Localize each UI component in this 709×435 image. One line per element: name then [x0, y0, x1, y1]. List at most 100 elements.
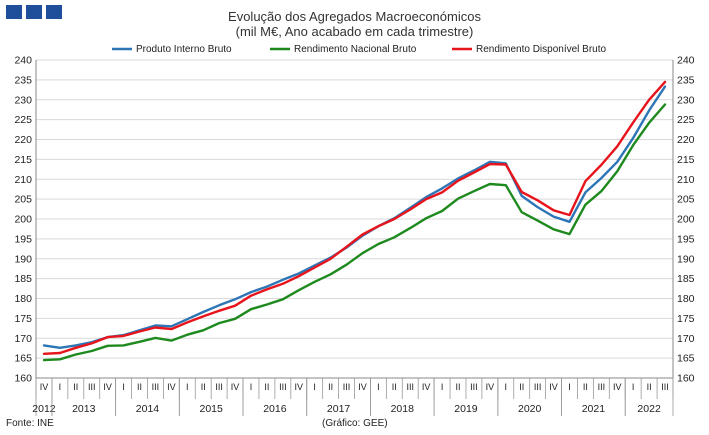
y-tick-label-left: 235 — [14, 74, 32, 86]
y-tick-label-right: 175 — [677, 313, 695, 325]
quarter-label: II — [137, 382, 142, 392]
series-line — [42, 103, 667, 362]
quarter-label: I — [441, 382, 444, 392]
y-tick-label-left: 185 — [14, 273, 32, 285]
y-tick-label-right: 170 — [677, 333, 695, 345]
quarter-label: II — [201, 382, 206, 392]
y-tick-label-right: 220 — [677, 134, 695, 146]
quarter-label: II — [647, 382, 652, 392]
quarter-label: I — [632, 382, 635, 392]
quarter-label: IV — [613, 382, 622, 392]
y-tick-label-left: 215 — [14, 154, 32, 166]
quarter-label: II — [456, 382, 461, 392]
chart-title: Evolução dos Agregados Macroeconómicos — [228, 9, 481, 24]
legend-label: Rendimento Disponível Bruto — [476, 44, 607, 55]
y-tick-label-right: 180 — [677, 293, 695, 305]
quarter-label: IV — [549, 382, 558, 392]
credit-note: (Gráfico: GEE) — [322, 418, 388, 429]
quarter-label: IV — [40, 382, 49, 392]
quarter-label: III — [470, 382, 478, 392]
quarter-label: III — [598, 382, 606, 392]
brand-square — [46, 5, 62, 19]
legend-label: Produto Interno Bruto — [136, 44, 232, 55]
quarter-label: I — [505, 382, 508, 392]
y-tick-label-left: 160 — [14, 373, 32, 385]
quarter-label: IV — [167, 382, 176, 392]
source-note: Fonte: INE — [6, 418, 54, 429]
quarter-label: I — [568, 382, 571, 392]
y-tick-label-right: 165 — [677, 353, 695, 365]
quarter-label: II — [392, 382, 397, 392]
y-tick-label-right: 215 — [677, 154, 695, 166]
quarter-label: II — [519, 382, 524, 392]
quarter-label: II — [583, 382, 588, 392]
year-label: 2015 — [199, 403, 223, 415]
quarter-label: IV — [422, 382, 431, 392]
quarter-label: II — [328, 382, 333, 392]
y-tick-label-right: 185 — [677, 273, 695, 285]
year-label: 2020 — [518, 403, 542, 415]
series-line — [42, 85, 667, 349]
year-label: 2013 — [72, 403, 96, 415]
quarter-label: III — [215, 382, 223, 392]
y-tick-label-left: 165 — [14, 353, 32, 365]
y-tick-label-left: 220 — [14, 134, 32, 146]
y-tick-label-right: 195 — [677, 233, 695, 245]
quarter-label: I — [122, 382, 125, 392]
quarter-label: II — [264, 382, 269, 392]
year-label: 2019 — [454, 403, 478, 415]
quarter-label: III — [152, 382, 160, 392]
quarter-label: III — [279, 382, 287, 392]
year-label: 2017 — [327, 403, 351, 415]
y-tick-label-left: 230 — [14, 94, 32, 106]
year-label: 2016 — [263, 403, 287, 415]
quarter-label: IV — [486, 382, 495, 392]
y-tick-label-right: 235 — [677, 74, 695, 86]
brand-square — [6, 5, 22, 19]
quarter-label: I — [377, 382, 380, 392]
y-tick-label-right: 230 — [677, 94, 695, 106]
y-tick-label-left: 170 — [14, 333, 32, 345]
y-tick-label-left: 225 — [14, 114, 32, 126]
y-tick-label-right: 210 — [677, 174, 695, 186]
legend-label: Rendimento Nacional Bruto — [294, 44, 417, 55]
y-tick-label-left: 190 — [14, 253, 32, 265]
year-label: 2012 — [32, 403, 56, 415]
quarter-label: I — [59, 382, 62, 392]
y-tick-label-left: 175 — [14, 313, 32, 325]
quarter-label: III — [534, 382, 542, 392]
y-tick-label-left: 200 — [14, 214, 32, 226]
quarter-label: III — [88, 382, 96, 392]
quarter-label: III — [343, 382, 351, 392]
quarter-label: III — [406, 382, 414, 392]
y-tick-label-right: 200 — [677, 214, 695, 226]
chart-subtitle: (mil M€, Ano acabado em cada trimestre) — [235, 24, 474, 39]
y-tick-label-left: 195 — [14, 233, 32, 245]
quarter-label: IV — [295, 382, 304, 392]
y-tick-label-right: 205 — [677, 194, 695, 206]
quarter-label: IV — [231, 382, 240, 392]
quarter-label: I — [313, 382, 316, 392]
y-tick-label-right: 240 — [677, 55, 695, 67]
year-label: 2014 — [136, 403, 160, 415]
y-tick-label-right: 190 — [677, 253, 695, 265]
quarter-label: III — [661, 382, 669, 392]
series-line — [42, 80, 667, 355]
y-tick-label-left: 180 — [14, 293, 32, 305]
quarter-label: II — [73, 382, 78, 392]
quarter-label: IV — [103, 382, 112, 392]
year-label: 2021 — [582, 403, 606, 415]
y-tick-label-right: 225 — [677, 114, 695, 126]
y-tick-label-left: 240 — [14, 55, 32, 67]
brand-square — [26, 5, 42, 19]
y-tick-label-left: 210 — [14, 174, 32, 186]
y-tick-label-right: 160 — [677, 373, 695, 385]
quarter-label: I — [186, 382, 189, 392]
year-label: 2022 — [637, 403, 661, 415]
year-label: 2018 — [391, 403, 415, 415]
quarter-label: IV — [358, 382, 367, 392]
brand-logo — [6, 5, 62, 19]
y-tick-label-left: 205 — [14, 194, 32, 206]
quarter-label: I — [250, 382, 253, 392]
